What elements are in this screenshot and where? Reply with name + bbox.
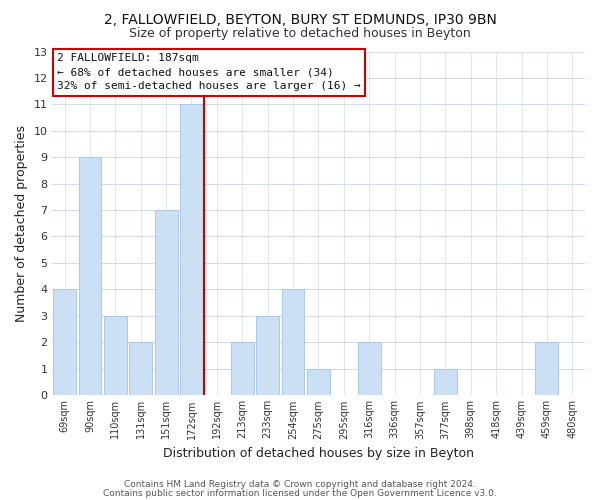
Bar (231, 342, 254, 395)
Bar (104, 316, 127, 395)
Bar (155, 210, 178, 395)
X-axis label: Distribution of detached houses by size in Beyton: Distribution of detached houses by size … (163, 447, 474, 460)
Bar (434, 368, 457, 395)
Bar (129, 342, 152, 395)
Text: 2 FALLOWFIELD: 187sqm
← 68% of detached houses are smaller (34)
32% of semi-deta: 2 FALLOWFIELD: 187sqm ← 68% of detached … (57, 53, 361, 91)
Bar (358, 342, 380, 395)
Bar (180, 104, 203, 395)
Bar (281, 290, 304, 395)
Text: Contains public sector information licensed under the Open Government Licence v3: Contains public sector information licen… (103, 488, 497, 498)
Bar (79, 157, 101, 395)
Bar (53, 290, 76, 395)
Y-axis label: Number of detached properties: Number of detached properties (15, 124, 28, 322)
Bar (535, 342, 559, 395)
Text: 2, FALLOWFIELD, BEYTON, BURY ST EDMUNDS, IP30 9BN: 2, FALLOWFIELD, BEYTON, BURY ST EDMUNDS,… (104, 12, 496, 26)
Bar (256, 316, 279, 395)
Text: Contains HM Land Registry data © Crown copyright and database right 2024.: Contains HM Land Registry data © Crown c… (124, 480, 476, 489)
Bar (307, 368, 330, 395)
Text: Size of property relative to detached houses in Beyton: Size of property relative to detached ho… (129, 28, 471, 40)
